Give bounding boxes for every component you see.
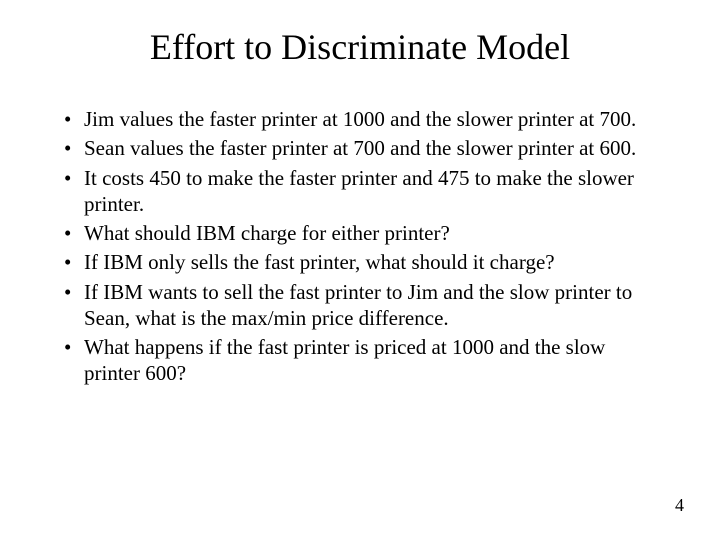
bullet-icon: • (64, 165, 84, 218)
list-item: •It costs 450 to make the faster printer… (64, 165, 664, 218)
bullet-text: If IBM only sells the fast printer, what… (84, 249, 664, 275)
bullet-text: Sean values the faster printer at 700 an… (84, 135, 664, 161)
bullet-text: If IBM wants to sell the fast printer to… (84, 279, 664, 332)
list-item: •Jim values the faster printer at 1000 a… (64, 106, 664, 132)
bullet-text: Jim values the faster printer at 1000 an… (84, 106, 664, 132)
list-item: •Sean values the faster printer at 700 a… (64, 135, 664, 161)
bullet-text: What happens if the fast printer is pric… (84, 334, 664, 387)
list-item: •If IBM only sells the fast printer, wha… (64, 249, 664, 275)
slide: Effort to Discriminate Model •Jim values… (0, 0, 720, 540)
list-item: •If IBM wants to sell the fast printer t… (64, 279, 664, 332)
bullet-icon: • (64, 220, 84, 246)
bullet-icon: • (64, 334, 84, 387)
bullet-list: •Jim values the faster printer at 1000 a… (56, 106, 664, 387)
bullet-text: What should IBM charge for either printe… (84, 220, 664, 246)
bullet-icon: • (64, 106, 84, 132)
bullet-text: It costs 450 to make the faster printer … (84, 165, 664, 218)
slide-title: Effort to Discriminate Model (56, 26, 664, 68)
list-item: •What happens if the fast printer is pri… (64, 334, 664, 387)
bullet-icon: • (64, 279, 84, 332)
bullet-icon: • (64, 135, 84, 161)
bullet-icon: • (64, 249, 84, 275)
page-number: 4 (675, 495, 684, 516)
list-item: •What should IBM charge for either print… (64, 220, 664, 246)
